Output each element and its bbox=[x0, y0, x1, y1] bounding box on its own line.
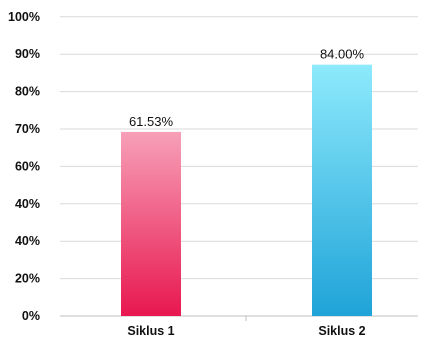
data-labels: 61.53% 84.00% bbox=[129, 47, 365, 129]
y-tick-label: 80% bbox=[15, 85, 40, 99]
y-tick-label: 40% bbox=[15, 197, 40, 211]
bars bbox=[121, 64, 372, 316]
y-tick-label: 90% bbox=[15, 47, 40, 61]
y-axis-tick-labels: 0% 20% 40% 40% 60% 70% 80% 90% 100% bbox=[8, 10, 40, 323]
x-axis: Siklus 1 Siklus 2 bbox=[127, 316, 366, 338]
y-tick-label: 100% bbox=[8, 10, 40, 24]
y-tick-label: 40% bbox=[15, 234, 40, 248]
y-tick-label: 20% bbox=[15, 272, 40, 286]
bar-siklus-1 bbox=[121, 131, 181, 316]
gridlines bbox=[60, 16, 418, 317]
y-tick-label: 70% bbox=[15, 122, 40, 136]
x-category-label: Siklus 2 bbox=[318, 324, 365, 338]
bar-siklus-2 bbox=[312, 64, 372, 316]
data-label: 61.53% bbox=[129, 114, 174, 129]
y-tick-label: 0% bbox=[22, 309, 40, 323]
data-label: 84.00% bbox=[320, 47, 365, 62]
y-tick-label: 60% bbox=[15, 159, 40, 173]
x-category-label: Siklus 1 bbox=[127, 324, 174, 338]
